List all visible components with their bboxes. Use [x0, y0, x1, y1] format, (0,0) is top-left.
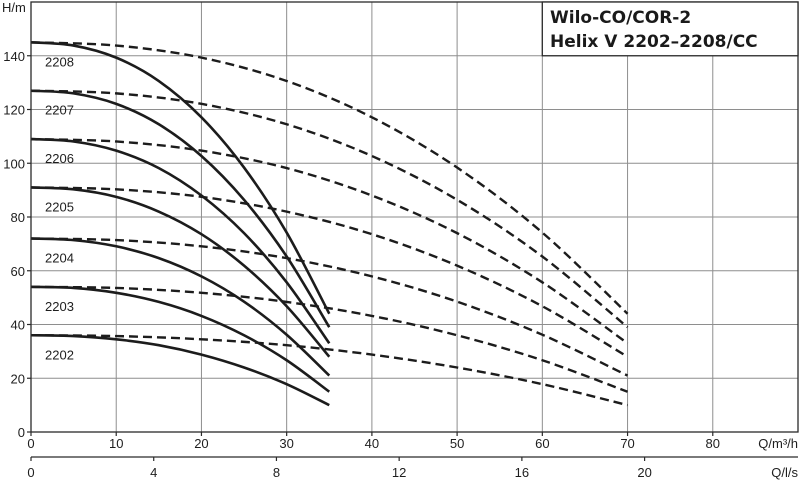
x-tick-label: 50 — [450, 436, 464, 451]
chart-subtitle: Helix V 2202–2208/CC — [550, 32, 758, 52]
x-tick-label: 70 — [620, 436, 634, 451]
x2-tick-label: 8 — [273, 465, 280, 480]
x2-tick-label: 20 — [637, 465, 651, 480]
curve-2206-dashed — [30, 137, 629, 345]
x-tick-label: 80 — [706, 436, 720, 451]
x-tick-label: 20 — [194, 436, 208, 451]
x-tick-label: 10 — [109, 436, 123, 451]
x2-tick-label: 4 — [150, 465, 157, 480]
curve-2208-dashed — [30, 41, 629, 315]
curve-2208-solid — [30, 41, 331, 315]
x-tick-label: 40 — [365, 436, 379, 451]
curve-2206-solid — [30, 137, 331, 345]
curve-2204-solid — [30, 237, 331, 377]
curve-2204-dashed — [30, 237, 629, 377]
curve-2205-dashed — [30, 186, 629, 358]
x2-tick-label: 0 — [27, 465, 34, 480]
curve-2205-solid — [30, 186, 331, 358]
x2-tick-label: 16 — [515, 465, 529, 480]
x-tick-label: 0 — [27, 436, 34, 451]
curve-label-2204: 2204 — [45, 251, 74, 266]
y-axis-label: H/m — [2, 0, 26, 15]
chart-title: Wilo-CO/COR-2 — [550, 8, 691, 28]
y-tick-label: 20 — [11, 371, 25, 386]
title-box: Wilo-CO/COR-2 Helix V 2202–2208/CC — [541, 1, 799, 57]
curve-label-2203: 2203 — [45, 299, 74, 314]
curve-2203-dashed — [30, 285, 628, 393]
x-tick-label: 60 — [535, 436, 549, 451]
curve-2207-dashed — [30, 89, 629, 329]
curve-labels: 2208 2207 2206 2205 2204 2203 2202 — [45, 54, 74, 362]
curve-2202-dashed — [30, 334, 628, 407]
x-tick-label: 30 — [279, 436, 293, 451]
curve-2207-solid — [30, 89, 331, 328]
pump-curves — [30, 41, 629, 407]
y-tick-label: 140 — [3, 49, 25, 64]
gridlines — [31, 2, 798, 432]
y-tick-label: 100 — [3, 156, 25, 171]
y-tick-label: 80 — [11, 210, 25, 225]
y-tick-label: 40 — [11, 318, 25, 333]
x2-tick-label: 12 — [392, 465, 406, 480]
curve-label-2206: 2206 — [45, 151, 74, 166]
axes: 0 20 40 60 80 100 120 140 0 10 20 30 40 50 60 70 80 0 4 8 12… — [3, 49, 798, 480]
curve-label-2207: 2207 — [45, 103, 74, 118]
y-tick-label: 60 — [11, 264, 25, 279]
y-tick-label: 120 — [3, 103, 25, 118]
curve-2203-solid — [30, 285, 331, 393]
curve-label-2205: 2205 — [45, 199, 74, 214]
curve-2202-solid — [30, 333, 330, 407]
y-tick-label: 0 — [18, 425, 25, 440]
curve-label-2202: 2202 — [45, 347, 74, 362]
x-axis-label: Q/m³/h — [758, 436, 798, 451]
curve-label-2208: 2208 — [45, 54, 74, 69]
x2-axis-label: Q/l/s — [771, 465, 798, 480]
title-box-frame — [541, 1, 799, 57]
